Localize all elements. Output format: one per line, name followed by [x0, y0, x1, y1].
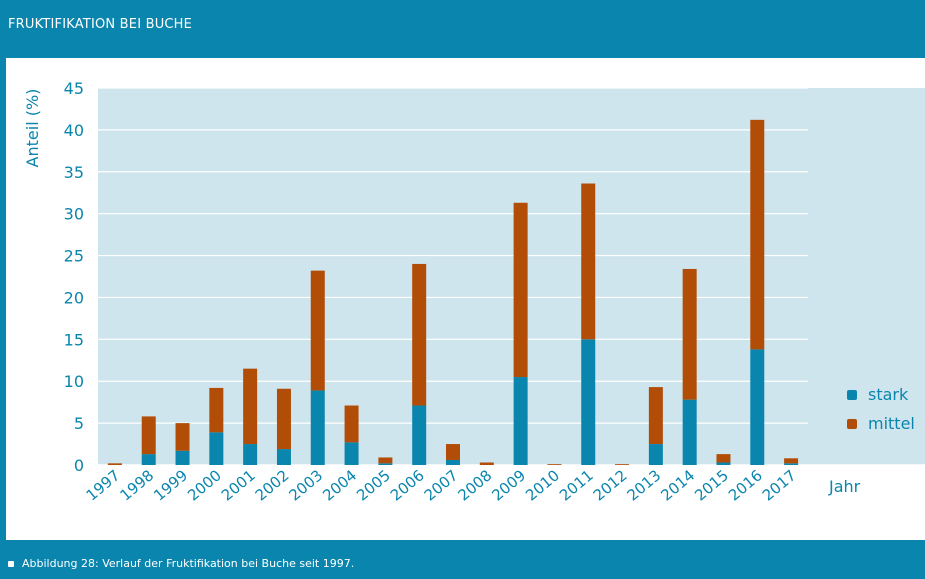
x-tick-label: 2011 [556, 466, 597, 504]
bar-mittel-2004 [344, 405, 359, 443]
legend-swatch-stark [847, 390, 857, 400]
x-tick-label: 1999 [150, 466, 191, 504]
x-tick-label: 2004 [319, 466, 360, 504]
x-tick-label: 2007 [421, 466, 462, 504]
bar-mittel-2016 [750, 119, 765, 350]
bar-stark-2006 [412, 405, 427, 465]
y-tick-label: 25 [64, 247, 84, 266]
bar-mittel-2000 [209, 387, 224, 433]
x-tick-label: 1997 [83, 466, 124, 504]
x-tick-label: 2005 [353, 466, 394, 504]
bar-stark-2005 [378, 463, 393, 465]
bar-stark-2013 [648, 444, 663, 465]
page-title: FRUKTIFIKATION BEI BUCHE [8, 17, 193, 32]
legend-swatch-mittel [847, 419, 857, 429]
caption-text: Abbildung 28: Verlauf der Fruktifikation… [22, 557, 355, 570]
y-tick-label: 40 [64, 121, 84, 140]
bar-stark-2007 [446, 459, 460, 465]
bar-stark-1998 [141, 454, 156, 465]
bar-mittel-2015 [716, 454, 731, 463]
x-tick-label: 2003 [286, 466, 327, 504]
bar-stark-2001 [243, 444, 258, 465]
x-tick-label: 2000 [184, 466, 225, 504]
x-tick-label: 2002 [252, 466, 293, 504]
legend-label-mittel: mittel [868, 414, 915, 433]
x-tick-label: 2016 [725, 466, 766, 504]
bar-stark-2004 [344, 442, 359, 465]
legend-label-stark: stark [868, 385, 909, 404]
bar-mittel-2001 [243, 368, 258, 445]
bar-mittel-1997 [107, 463, 122, 465]
bar-stark-2000 [209, 432, 224, 465]
plot-background [98, 88, 808, 465]
x-tick-label: 2009 [488, 466, 529, 504]
x-tick-label: 2017 [759, 466, 800, 504]
bar-stark-2017 [784, 463, 799, 465]
bar-mittel-1998 [141, 416, 156, 455]
y-axis-ticks: 0 5 10 15 20 25 30 35 40 45 [64, 79, 84, 475]
x-tick-label: 2008 [455, 466, 496, 504]
bar-stark-2015 [716, 462, 731, 465]
y-tick-label: 45 [64, 79, 84, 98]
y-tick-label: 5 [74, 414, 84, 433]
bar-stark-2002 [276, 449, 291, 465]
x-axis-ticks: 1997199819992000200120022003200420052006… [83, 466, 800, 504]
y-tick-label: 35 [64, 163, 84, 182]
bar-mittel-2011 [581, 183, 596, 340]
bar-stark-1999 [175, 450, 190, 465]
bar-stark-2016 [750, 349, 765, 465]
bar-mittel-2009 [513, 202, 528, 378]
x-tick-label: 2013 [624, 466, 665, 504]
figure-caption: Abbildung 28: Verlauf der Fruktifikation… [8, 557, 354, 570]
x-tick-label: 2006 [387, 466, 428, 504]
x-tick-label: 1998 [116, 466, 157, 504]
x-tick-label: 2014 [657, 466, 698, 504]
y-tick-label: 0 [74, 456, 84, 475]
x-tick-label: 2012 [590, 466, 631, 504]
y-tick-label: 30 [64, 205, 84, 224]
bar-stark-2003 [310, 390, 325, 465]
x-tick-label: 2015 [691, 466, 732, 504]
bar-mittel-2006 [412, 263, 427, 406]
bar-mittel-2002 [276, 388, 291, 450]
x-tick-label: 2001 [218, 466, 259, 504]
bar-mittel-2014 [682, 268, 697, 400]
x-axis-label: Jahr [828, 477, 861, 496]
bar-mittel-2012 [615, 464, 630, 465]
chart-panel: 0 5 10 15 20 25 30 35 40 45 1997 1998 1999 2000 2001 2… [6, 58, 925, 540]
bar-mittel-2013 [648, 387, 663, 445]
y-tick-label: 20 [64, 288, 84, 307]
bar-mittel-2007 [446, 444, 460, 460]
bar-mittel-2008 [479, 462, 494, 465]
bar-mittel-2003 [310, 270, 325, 391]
legend: stark mittel [847, 385, 915, 433]
bar-mittel-2017 [784, 458, 799, 464]
x-tick-label: 2010 [522, 466, 563, 504]
bar-mittel-2010 [547, 464, 562, 465]
y-tick-label: 15 [64, 330, 84, 349]
bar-stark-2014 [682, 399, 697, 465]
bar-stark-2011 [581, 339, 596, 465]
bar-mittel-1999 [175, 423, 190, 451]
bars [107, 119, 799, 465]
bar-stark-2009 [513, 377, 528, 465]
y-axis-label: Anteil (%) [23, 89, 42, 168]
bar-mittel-2005 [378, 457, 393, 464]
bullet-icon [8, 560, 14, 567]
y-tick-label: 10 [64, 372, 84, 391]
legend-background [808, 88, 925, 465]
